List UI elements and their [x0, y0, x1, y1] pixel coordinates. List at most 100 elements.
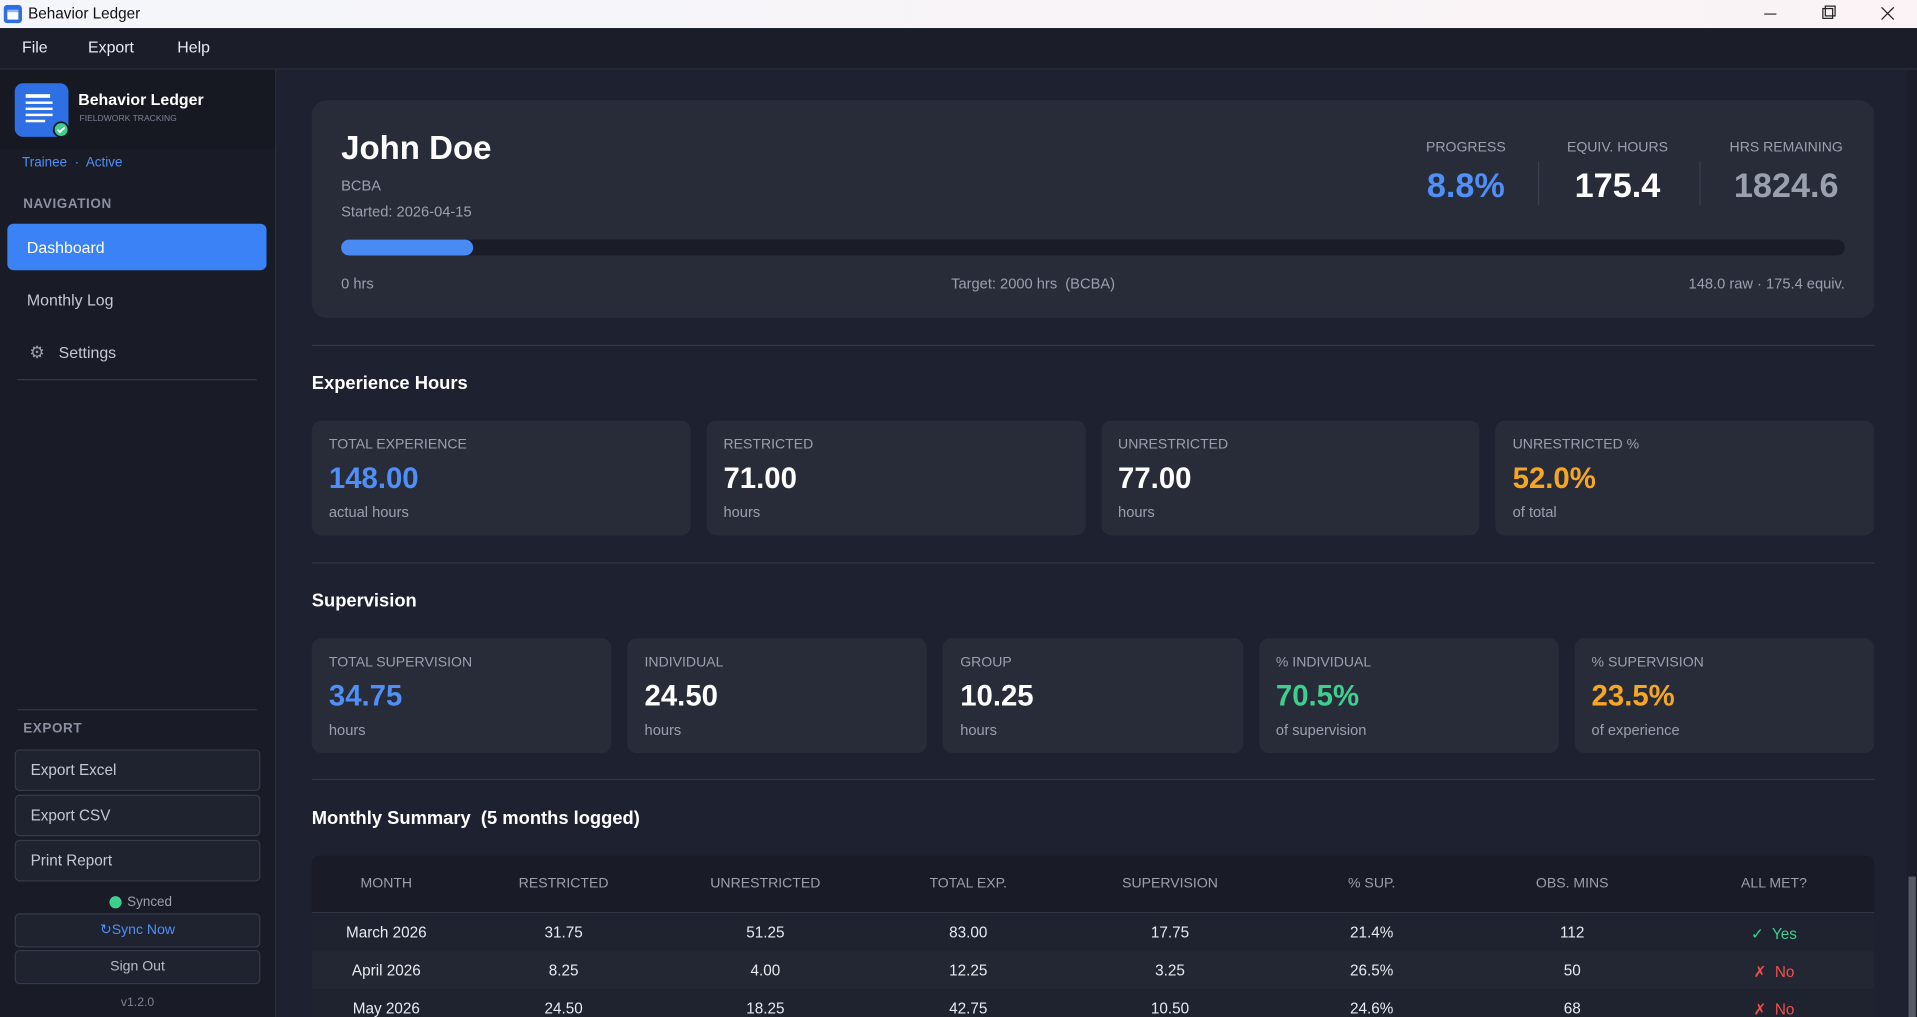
card-label: UNRESTRICTED % — [1512, 437, 1640, 453]
stat-value: 8.8% — [1426, 166, 1505, 205]
trainee-name: John Doe — [341, 129, 492, 167]
column-header: MONTH — [360, 876, 413, 892]
card-unit: of experience — [1591, 721, 1680, 739]
card-label: UNRESTRICTED — [1118, 437, 1229, 453]
nav-label: Settings — [58, 343, 117, 362]
stat-label: EQUIV. HOURS — [1566, 140, 1669, 156]
section-title: Experience Hours — [311, 372, 468, 394]
sync-status: Synced — [127, 894, 173, 910]
account-status: Trainee · Active — [22, 155, 122, 170]
table-cell: 8.25 — [548, 962, 579, 980]
card-unit: hours — [1118, 503, 1155, 521]
table-cell: 68 — [1563, 1000, 1581, 1017]
card-unit: of supervision — [1275, 721, 1367, 739]
table-cell: 112 — [1560, 924, 1585, 942]
stat-card: TOTAL EXPERIENCE 148.00 actual hours — [311, 420, 691, 536]
table-row — [311, 951, 1875, 990]
nav-item[interactable]: Monthly Log — [7, 276, 266, 322]
table-cell: 31.75 — [544, 924, 583, 942]
stat-card: % SUPERVISION 23.5% of experience — [1574, 638, 1875, 754]
table-cell: 51.25 — [746, 924, 785, 942]
table-cell: May 2026 — [352, 1000, 420, 1017]
card-label: % INDIVIDUAL — [1275, 655, 1372, 670]
nav-item[interactable]: Settings ⚙ — [7, 329, 266, 375]
sign-out-button[interactable]: Sign Out — [14, 949, 261, 985]
column-header: UNRESTRICTED — [710, 876, 821, 892]
nav-item[interactable]: Dashboard — [7, 223, 267, 271]
app-icon — [3, 4, 23, 24]
column-header: ALL MET? — [1741, 876, 1807, 892]
nav-heading: NAVIGATION — [23, 196, 112, 212]
credential: BCBA — [341, 177, 382, 195]
main-content: John Doe BCBA Started: 2026-04-15 0 hrs … — [276, 70, 1907, 1017]
scrollbar[interactable] — [1907, 69, 1917, 1017]
table-cell: 18.25 — [746, 1000, 785, 1017]
column-header: % SUP. — [1348, 876, 1396, 892]
card-unit: hours — [644, 721, 682, 739]
table-row — [311, 913, 1875, 952]
status: Active — [85, 155, 123, 170]
card-label: INDIVIDUAL — [644, 655, 724, 670]
role: Trainee — [22, 155, 68, 170]
export-button[interactable]: Export Excel — [14, 749, 261, 792]
menu-item[interactable]: File — [22, 37, 48, 57]
progress-target: Target: 2000 hrs (BCBA) — [951, 275, 1116, 293]
menu-item[interactable]: Help — [177, 37, 210, 57]
column-header: OBS. MINS — [1535, 876, 1609, 892]
table-header — [311, 855, 1875, 914]
stat-card: GROUP 10.25 hours — [943, 638, 1243, 754]
table-cell: 24.50 — [544, 1000, 583, 1017]
version: v1.2.0 — [120, 996, 155, 1010]
sign-out-label: Sign Out — [110, 959, 165, 975]
export-label: Print Report — [30, 852, 113, 870]
export-label: Export Excel — [30, 761, 117, 779]
export-heading: EXPORT — [23, 721, 83, 736]
table-cell: March 2026 — [345, 924, 427, 942]
table-cell: April 2026 — [351, 962, 421, 980]
progress-start: 0 hrs — [341, 275, 374, 293]
progress-detail: 148.0 raw · 175.4 equiv. — [1688, 275, 1845, 293]
separator: · — [74, 155, 80, 170]
menu-item[interactable]: Export — [88, 37, 134, 57]
section-title: Monthly Summary (5 months logged) — [311, 808, 640, 829]
card-value: 148.00 — [328, 462, 419, 496]
table-cell: ✓ Yes — [1750, 925, 1797, 943]
table-cell: 26.5% — [1350, 962, 1394, 980]
nav-label: Monthly Log — [26, 290, 114, 310]
export-button[interactable]: Export CSV — [14, 794, 261, 837]
card-value: 52.0% — [1512, 462, 1596, 496]
table-cell: 21.4% — [1350, 924, 1394, 942]
sync-button[interactable]: ↻Sync Now — [14, 913, 261, 948]
card-unit: of total — [1512, 503, 1557, 521]
column-header: SUPERVISION — [1122, 876, 1218, 892]
table-row — [311, 989, 1875, 1017]
card-unit: hours — [960, 721, 997, 739]
window-title: Behavior Ledger — [28, 4, 141, 23]
gear-icon: ⚙ — [29, 342, 45, 362]
start-date: Started: 2026-04-15 — [341, 202, 472, 221]
table-cell: 12.25 — [949, 962, 988, 980]
card-value: 34.75 — [328, 679, 403, 713]
stat-card: UNRESTRICTED % 52.0% of total — [1495, 420, 1875, 536]
nav-label: Dashboard — [26, 238, 105, 257]
sync-indicator — [109, 896, 122, 909]
table-cell: 4.00 — [750, 962, 781, 980]
table-cell: ✗ No — [1753, 963, 1795, 981]
sidebar: Behavior Ledger FIELDWORK TRACKING Train… — [0, 69, 277, 1017]
table-cell: 3.25 — [1155, 962, 1185, 980]
stat-card: % INDIVIDUAL 70.5% of supervision — [1258, 638, 1559, 754]
column-header: RESTRICTED — [518, 876, 609, 892]
stat-card: UNRESTRICTED 77.00 hours — [1100, 420, 1480, 536]
stat-label: HRS REMAINING — [1729, 140, 1843, 156]
window-controls[interactable] — [1748, 0, 1917, 28]
stat-card: TOTAL SUPERVISION 34.75 hours — [311, 638, 612, 754]
table-cell: 50 — [1563, 962, 1581, 980]
sync-label: Sync Now — [111, 923, 176, 938]
card-unit: hours — [723, 503, 761, 521]
card-label: TOTAL SUPERVISION — [328, 655, 473, 670]
progress-track — [341, 239, 1845, 256]
monthly-table: MONTH RESTRICTED UNRESTRICTED TOTAL EXP. SUP… — [311, 855, 1875, 1017]
export-button[interactable]: Print Report — [14, 839, 261, 882]
logo — [14, 83, 70, 138]
